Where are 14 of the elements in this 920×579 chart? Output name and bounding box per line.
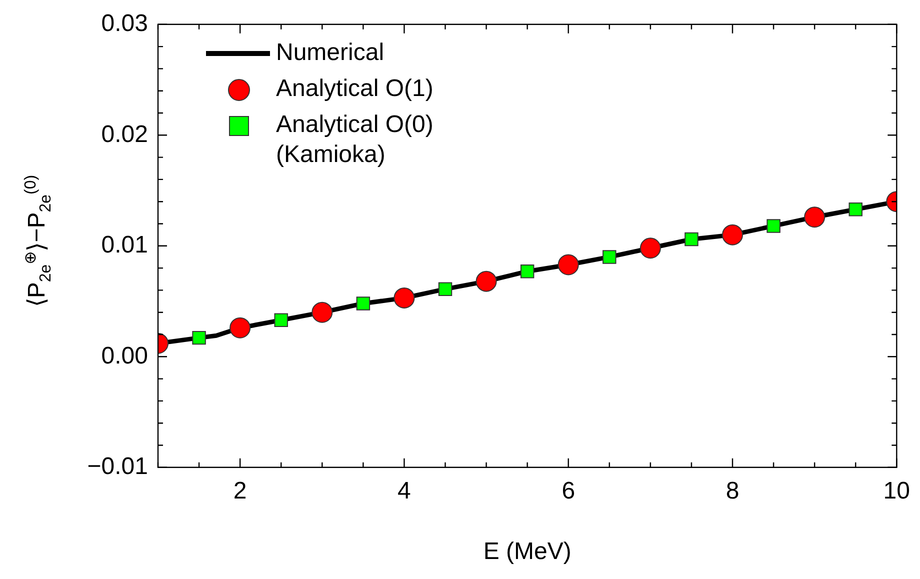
legend-label: Numerical — [276, 38, 384, 68]
legend-label: Analytical O(0) (Kamioka) — [276, 110, 434, 170]
y-tick-label: 0.00 — [101, 342, 148, 370]
y-tick-label: 0.01 — [101, 232, 148, 259]
legend-label: Analytical O(1) — [276, 74, 434, 104]
x-tick-label: 6 — [562, 477, 576, 504]
x-tick-label: 8 — [726, 477, 740, 504]
y-tick-label: −0.01 — [87, 453, 148, 480]
y-tick-label: 0.03 — [101, 10, 148, 38]
x-axis-title: E (MeV) — [483, 538, 572, 566]
x-tick-label: 10 — [883, 477, 910, 504]
x-tick-label: 2 — [233, 477, 247, 504]
x-tick-label: 4 — [398, 477, 411, 504]
y-tick-label: 0.02 — [101, 120, 148, 148]
